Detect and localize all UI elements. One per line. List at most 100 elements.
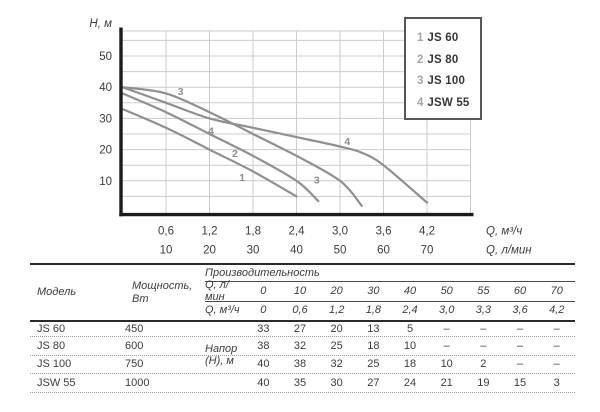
power-cell: 750 bbox=[125, 358, 144, 371]
head-value-cell: 32 bbox=[330, 358, 343, 371]
head-value-cell: – bbox=[516, 322, 524, 335]
model-cell: JS 80 bbox=[37, 339, 66, 352]
curve-number-label: 2 bbox=[232, 148, 238, 160]
head-value-cell: 13 bbox=[367, 322, 380, 335]
model-cell: JSW 55 bbox=[37, 376, 76, 389]
head-value-cell: 21 bbox=[440, 376, 453, 389]
y-axis-title: H, м bbox=[89, 18, 112, 30]
table-top-border bbox=[30, 263, 575, 265]
header-row-q-m3h: Q, м³/ч 0 0,6 1,2 1,8 2,4 3,0 3,3 3,6 4,… bbox=[205, 302, 575, 319]
head-value-cell: 2 bbox=[480, 358, 487, 371]
legend-curve-number: 2 bbox=[417, 53, 424, 66]
x-tick-label-m3h: 1,8 bbox=[245, 226, 261, 238]
x-axis-title-lmin: Q, л/мин bbox=[486, 245, 532, 257]
legend-item: 2 JS 80 bbox=[417, 50, 480, 72]
head-value-cell: – bbox=[553, 358, 560, 371]
x-tick-label-lmin: 70 bbox=[421, 245, 434, 257]
q-m3h-value: 2,4 bbox=[402, 304, 418, 316]
y-tick-label: 30 bbox=[99, 113, 112, 125]
y-tick-label: 20 bbox=[99, 145, 112, 157]
head-value-cell: 30 bbox=[330, 376, 343, 389]
y-tick-label: 10 bbox=[99, 176, 112, 188]
head-value-cell: 25 bbox=[367, 358, 380, 371]
model-cell: JS 60 bbox=[37, 322, 66, 335]
head-value-cell: 25 bbox=[330, 339, 343, 352]
head-value-cell: 10 bbox=[440, 358, 453, 371]
head-value-cell: 40 bbox=[257, 376, 270, 389]
head-value-cell: 18 bbox=[403, 358, 417, 371]
q-lmin-value: 0 bbox=[260, 285, 267, 297]
legend-model-name: JS 60 bbox=[427, 32, 459, 45]
curve-number-label: 1 bbox=[239, 172, 245, 184]
q-lmin-value: 55 bbox=[477, 285, 490, 297]
power-cell: 600 bbox=[125, 339, 144, 352]
q-lmin-value: 10 bbox=[293, 285, 307, 297]
curve-js-80 bbox=[121, 92, 320, 203]
legend-curve-number: 1 bbox=[417, 32, 424, 45]
table-row: JSW 55 1000 40 35 30 27 24 21 19 15 3 bbox=[30, 374, 575, 393]
legend-item: 1 JS 60 bbox=[417, 28, 480, 50]
head-value-cell: 35 bbox=[293, 376, 307, 389]
q-lmin-value: 50 bbox=[440, 285, 453, 297]
x-tick-label-lmin: 10 bbox=[160, 245, 173, 257]
head-value-cell: – bbox=[553, 322, 560, 335]
q-m3h-label: Q, м³/ч bbox=[205, 304, 240, 316]
head-value-cell: 18 bbox=[367, 339, 380, 352]
head-value-cell: 5 bbox=[406, 322, 414, 335]
q-m3h-value: 4,2 bbox=[549, 304, 565, 316]
q-m3h-value: 1,2 bbox=[329, 304, 345, 316]
col-header-power: Мощность, Вт bbox=[132, 280, 193, 305]
head-value-cell: – bbox=[516, 339, 524, 352]
q-lmin-value: 40 bbox=[403, 285, 417, 297]
table-body: JS 60 450 33 27 20 13 5 – – – – JS 80 60… bbox=[30, 321, 575, 393]
model-cell: JS 100 bbox=[37, 358, 72, 371]
q-m3h-value: 3,0 bbox=[439, 304, 455, 316]
legend-model-name: JS 100 bbox=[427, 75, 466, 88]
x-tick-label-m3h: 3,6 bbox=[376, 226, 392, 238]
q-m3h-value: 3,6 bbox=[512, 304, 528, 316]
head-value-cell: – bbox=[443, 322, 450, 335]
head-value-cell: 27 bbox=[367, 376, 380, 389]
q-m3h-value: 3,3 bbox=[475, 304, 492, 316]
x-tick-label-lmin: 60 bbox=[377, 245, 390, 257]
x-tick-label-lmin: 30 bbox=[247, 245, 260, 257]
head-value-cell: 20 bbox=[330, 322, 343, 335]
curve-jsw-55 bbox=[121, 86, 429, 204]
q-m3h-value: 1,8 bbox=[365, 304, 381, 316]
x-tick-label-m3h: 2,4 bbox=[289, 226, 306, 238]
head-value-cell: 38 bbox=[293, 358, 307, 371]
x-tick-label-m3h: 0,6 bbox=[158, 226, 174, 238]
head-value-cell: 40 bbox=[257, 358, 270, 371]
q-lmin-value: 60 bbox=[513, 285, 527, 297]
col-header-performance: Производительность bbox=[205, 266, 320, 279]
legend-model-name: JSW 55 bbox=[427, 96, 470, 109]
y-tick-label: 50 bbox=[99, 51, 112, 63]
performance-underline bbox=[205, 280, 575, 282]
legend-item: 3 JS 100 bbox=[417, 71, 480, 93]
head-value-cell: – bbox=[516, 358, 524, 371]
power-cell: 1000 bbox=[125, 376, 150, 389]
q-lmin-value: 20 bbox=[330, 285, 343, 297]
table-row: JS 100 750 40 38 32 25 18 10 2 – – bbox=[30, 356, 575, 374]
y-tick-label: 40 bbox=[99, 82, 112, 94]
x-axis-title-m3h: Q, м³/ч bbox=[486, 226, 522, 238]
q-lmin-value: 30 bbox=[367, 285, 380, 297]
q-m3h-value: 0,6 bbox=[292, 304, 308, 316]
head-value-cell: 19 bbox=[477, 376, 490, 389]
q-rows-divider bbox=[205, 300, 575, 302]
curve-js-60 bbox=[121, 107, 298, 198]
q-m3h-value: 0 bbox=[260, 304, 267, 316]
x-tick-label-lmin: 20 bbox=[203, 245, 216, 257]
x-tick-label-m3h: 4,2 bbox=[419, 226, 435, 238]
x-tick-label-lmin: 50 bbox=[334, 245, 347, 257]
head-value-cell: 27 bbox=[293, 322, 307, 335]
table-row: JS 80 600 38 32 25 18 10 – – – – bbox=[30, 337, 575, 356]
header-row-q-lmin: Q, л/мин 0 10 20 30 40 50 55 60 70 bbox=[205, 279, 575, 303]
curve-js-100 bbox=[121, 86, 363, 207]
legend-curve-number: 3 bbox=[417, 75, 424, 88]
head-value-cell: – bbox=[480, 339, 487, 352]
head-value-cell: – bbox=[480, 322, 487, 335]
q-lmin-label: Q, л/мин bbox=[205, 279, 229, 303]
